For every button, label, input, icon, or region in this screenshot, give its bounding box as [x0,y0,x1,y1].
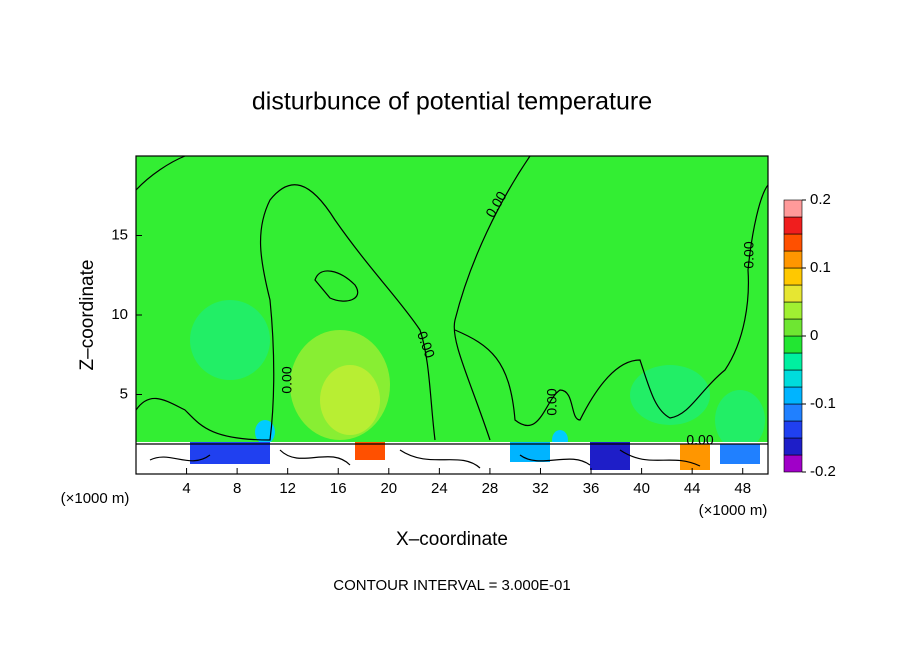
colorbar-cell [783,284,803,303]
contour-line [453,155,531,441]
colorbar-cell [783,403,803,422]
colorbar-cell [783,301,803,320]
x-tick-label: 36 [583,480,600,497]
field-blob [680,444,710,470]
colorbar-tick-label: 0.2 [810,191,831,208]
colorbar-tick-label: 0 [810,327,818,344]
field-blob [510,442,550,462]
contour-lines [135,155,769,469]
colorbar-cell [783,216,803,235]
contour-line [454,184,769,427]
x-tick-label: 32 [532,480,549,497]
field-blob [630,365,710,425]
colorbar-cell [783,369,803,388]
contour-label: 0.00 [544,388,560,415]
x-tick-label: 8 [233,480,241,497]
x-unit: (×1000 m) [61,490,130,507]
colorbar-cell [783,318,803,337]
x-tick-label: 44 [684,480,701,497]
footer: CONTOUR INTERVAL = 3.000E-01 [333,577,570,594]
y-tick-label: 5 [120,385,128,402]
field-blob [190,300,270,380]
x-tick-label: 12 [279,480,296,497]
field [136,156,768,474]
colorbar-cell [783,335,803,354]
colorbar-cell [783,420,803,439]
x-tick-label: 24 [431,480,448,497]
colorbar-cell [783,437,803,456]
contour-line [135,155,186,191]
contour-label: 0.00 [279,366,295,393]
y-tick-label: 15 [111,226,128,243]
y-axis-label: Z–coordinate [77,260,98,371]
field-blob [715,390,765,450]
contour-label: 0.00 [741,241,757,268]
colorbar-cell [783,352,803,371]
x-tick-label: 20 [380,480,397,497]
colorbar-cell [783,199,803,218]
x-tick-label: 16 [330,480,347,497]
contour-line [149,449,701,469]
field-blob [320,365,380,435]
x-tick-label: 40 [633,480,650,497]
chart-title: disturbunce of potential temperature [252,88,652,116]
colorbar-tick-label: -0.2 [810,463,836,480]
field-blob [590,442,630,470]
colorbar-tick-label: -0.1 [810,395,836,412]
colorbar-cell [783,454,803,473]
field-blob [720,444,760,464]
colorbar-cell [783,250,803,269]
x-tick-label: 4 [182,480,190,497]
x-tick-label: 28 [482,480,499,497]
contour-label: 0.00 [686,432,713,448]
field-blob [355,442,385,460]
colorbar-cell [783,233,803,252]
colorbar-cell [783,386,803,405]
contour-line [135,184,436,441]
y-tick-label: 10 [111,306,128,323]
x-axis-label: X–coordinate [396,529,508,550]
field-blob [190,442,270,464]
colorbar-tick-label: 0.1 [810,259,831,276]
x-tick-label: 48 [734,480,751,497]
contour-line [314,270,359,302]
colorbar-cell [783,267,803,286]
x-unit: (×1000 m) [699,502,768,519]
